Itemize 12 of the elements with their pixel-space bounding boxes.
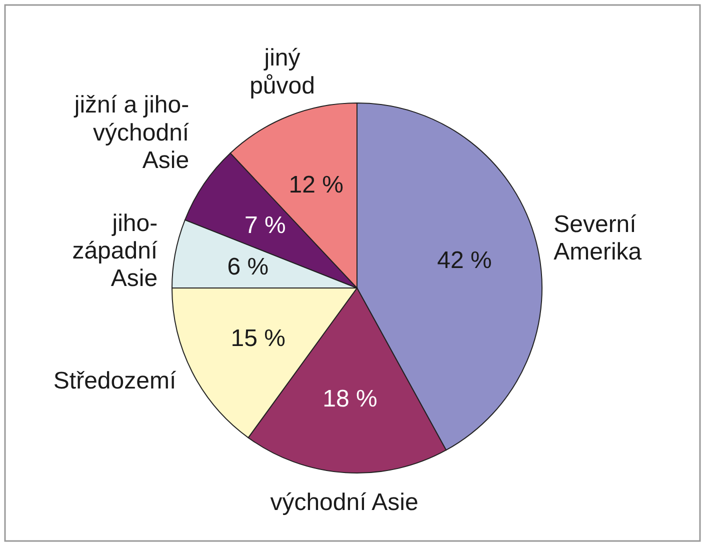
slice-label: jižní a jiho- východní Asie [73, 92, 190, 174]
data-label: 42 % [437, 246, 492, 274]
data-label: 15 % [230, 324, 286, 352]
data-label: 7 % [244, 212, 286, 240]
data-label: 18 % [322, 385, 378, 412]
slice-label: východní Asie [270, 488, 418, 516]
slice-label: Severní Amerika [554, 211, 642, 266]
slice-label: jiho- západní Asie [72, 210, 158, 292]
slice-label: Středozemí [53, 368, 176, 395]
slice-label: jiný původ [250, 44, 315, 100]
data-label: 12 % [288, 171, 344, 198]
data-label: 6 % [227, 254, 269, 281]
